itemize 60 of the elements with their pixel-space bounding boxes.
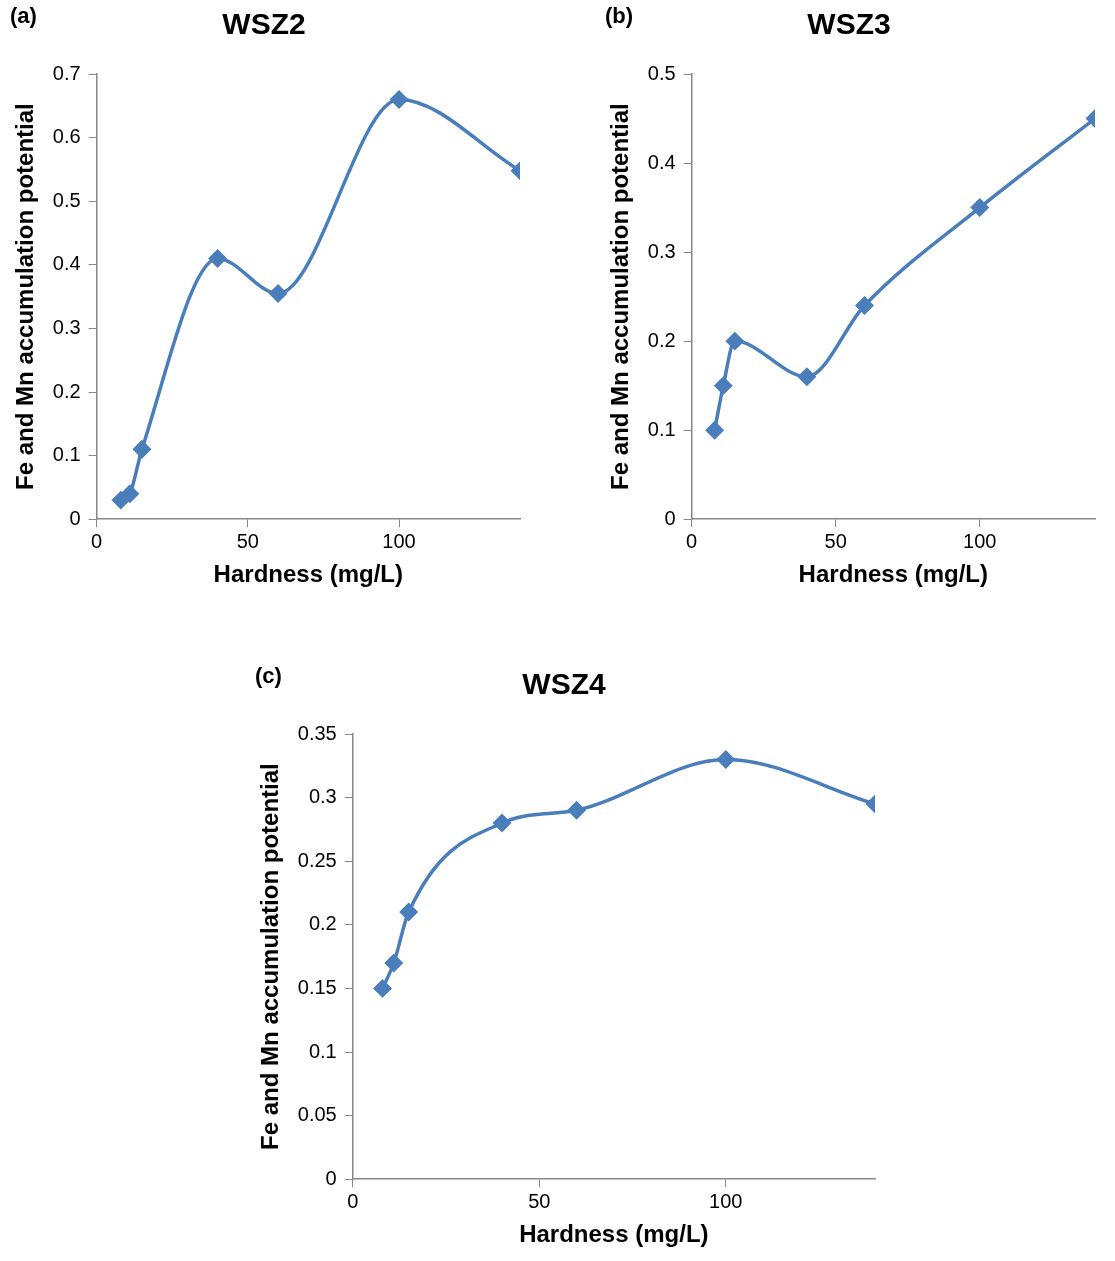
x-axis-title: Hardness (mg/L) [798,560,988,588]
chart-title: WSZ4 [522,667,606,701]
x-tick-label: 100 [382,529,416,552]
y-tick-label: 0 [69,506,81,529]
text: (c) [255,663,282,689]
y-tick-label: 0 [325,1166,337,1189]
point [121,485,139,503]
y-tick-label: 0.15 [297,975,337,998]
y-tick-label: 0.3 [52,315,81,338]
y-tick-label: 0.1 [52,443,81,466]
point [269,284,287,303]
x-tick-label: 0 [347,1189,359,1212]
point [798,367,816,386]
x-tick-label: 0 [686,529,698,552]
y-tick-label: 0.2 [647,328,676,351]
point [385,954,403,972]
point [717,750,735,769]
x-tick-label: 100 [963,529,997,552]
y-axis-title: Fe and Mn accumulation potential [256,763,284,1150]
point [133,440,151,458]
chart-title: WSZ2 [222,7,306,41]
y-tick-label: 0.2 [308,912,337,935]
y-tick-label: 0.4 [52,252,81,275]
text: (b) [605,3,634,29]
x-axis-title: Hardness (mg/L) [519,1220,709,1248]
y-tick-label: 0.5 [647,61,676,84]
point [390,90,408,109]
y-tick-label: 0.1 [647,417,676,440]
point [208,249,227,268]
y-axis-title: Fe and Mn accumulation potential [11,103,39,490]
text: (a) [10,3,37,29]
point [493,814,511,832]
x-tick-label: 50 [824,529,847,552]
y-tick-label: 0.2 [52,379,81,402]
y-tick-label: 0.7 [52,61,81,84]
y-tick-label: 0.35 [297,721,337,744]
y-tick-label: 0.3 [308,785,337,808]
y-tick-label: 0.6 [52,125,81,148]
point [373,979,392,998]
point [567,801,586,820]
y-tick-label: 0.25 [297,848,337,871]
y-tick-label: 0 [664,506,676,529]
point [726,332,744,350]
x-tick-label: 0 [91,529,103,552]
point [714,376,733,395]
y-tick-label: 0.05 [297,1103,337,1126]
point [705,421,724,439]
x-tick-label: 50 [528,1189,551,1212]
y-axis-title: Fe and Mn accumulation potential [606,103,634,490]
x-tick-label: 100 [709,1189,743,1212]
point [855,296,874,315]
point [970,198,989,217]
x-axis-title: Hardness (mg/L) [213,560,403,588]
point [399,903,418,921]
chart-title: WSZ3 [807,7,891,41]
y-tick-label: 0.3 [647,239,676,262]
y-tick-label: 0.4 [647,150,676,173]
x-tick-label: 50 [236,529,259,552]
y-tick-label: 0.5 [52,188,81,211]
y-tick-label: 0.1 [308,1039,337,1062]
